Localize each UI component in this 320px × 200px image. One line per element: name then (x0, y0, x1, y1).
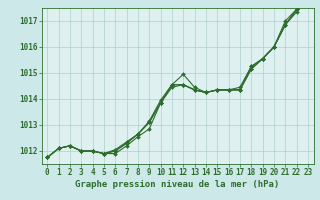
X-axis label: Graphe pression niveau de la mer (hPa): Graphe pression niveau de la mer (hPa) (76, 180, 280, 189)
